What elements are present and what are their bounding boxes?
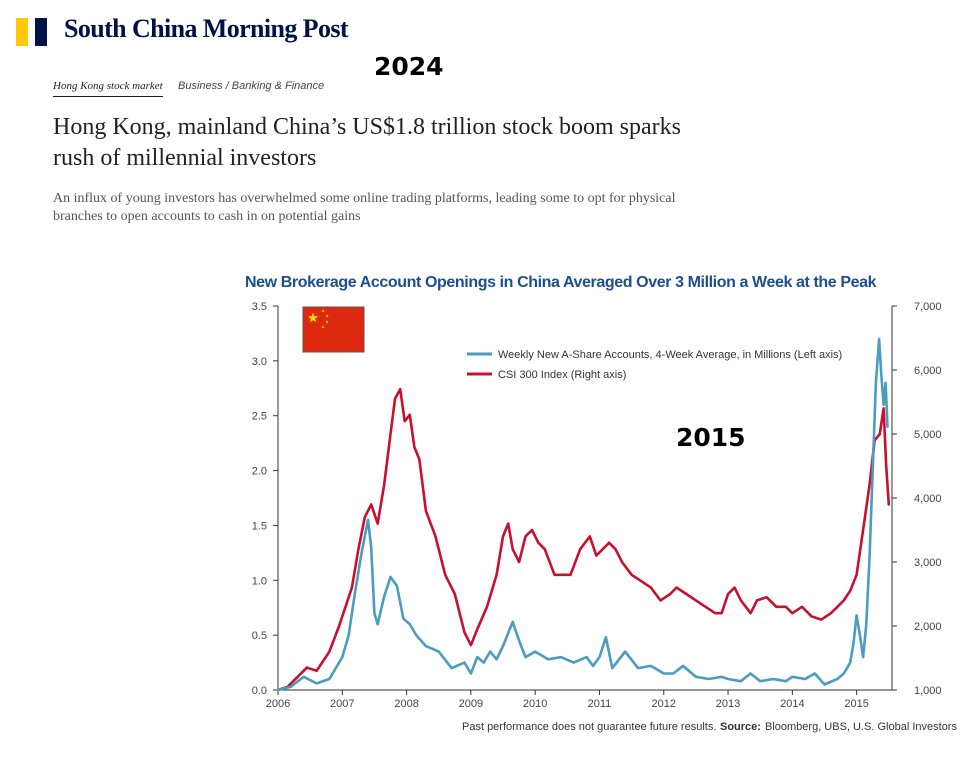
left-tick-label: 0.5 [252, 630, 267, 642]
right-tick-label: 6,000 [914, 365, 942, 377]
chart-axes [277, 306, 893, 691]
chart-source-text: Bloomberg, UBS, U.S. Global Investors [765, 721, 957, 733]
x-tick-label: 2008 [394, 698, 418, 710]
left-tick-label: 1.0 [252, 575, 267, 587]
right-tick-label: 5,000 [914, 429, 942, 441]
chart-series-group [276, 337, 891, 692]
left-tick-label: 2.0 [252, 466, 267, 478]
brand-logo-yellow-bar [16, 18, 28, 46]
legend-label: CSI 300 Index (Right axis) [498, 369, 626, 381]
x-axis-ticks: 2006 2007 2008 2009 2010 2011 2012 2013 2014 2015 [266, 690, 869, 710]
series-line-accounts [276, 337, 889, 692]
article-topic-tag[interactable]: Hong Kong stock market [53, 80, 163, 97]
year-annotation-2024: 2024 [374, 52, 444, 81]
right-tick-label: 4,000 [914, 493, 942, 505]
x-tick-label: 2006 [266, 698, 290, 710]
flag-star [321, 309, 325, 313]
x-tick-label: 2013 [716, 698, 740, 710]
flag-star [325, 320, 329, 324]
chart-source-label: Source: [720, 721, 761, 733]
right-tick-label: 7,000 [914, 301, 942, 313]
article-headline: Hong Kong, mainland China’s US$1.8 trill… [53, 114, 681, 171]
x-tick-label: 2010 [523, 698, 547, 710]
year-annotation-2015: 2015 [676, 423, 746, 452]
brand-logo-navy-bar [35, 18, 47, 46]
left-tick-label: 3.0 [252, 356, 267, 368]
left-tick-label: 1.5 [252, 520, 267, 532]
flag-star [307, 312, 319, 323]
article-summary: An influx of young investors has overwhe… [53, 191, 676, 224]
x-tick-label: 2014 [780, 698, 804, 710]
flag-star [321, 325, 325, 329]
series-line-csi300 [276, 387, 891, 692]
x-tick-label: 2012 [652, 698, 676, 710]
x-tick-label: 2009 [459, 698, 483, 710]
left-tick-label: 2.5 [252, 411, 267, 423]
left-tick-label: 3.5 [252, 301, 267, 313]
chart-footnote: Past performance does not guarantee futu… [462, 721, 717, 733]
left-tick-label: 0.0 [252, 685, 267, 697]
chart-title: New Brokerage Account Openings in China … [245, 274, 877, 291]
x-tick-label: 2015 [844, 698, 868, 710]
flag-field [302, 306, 365, 353]
right-tick-label: 1,000 [914, 685, 942, 697]
china-flag-icon [302, 306, 365, 353]
right-tick-label: 2,000 [914, 621, 942, 633]
left-axis-ticks: 0.0 0.5 1.0 1.5 2.0 2.5 3.0 3.5 [252, 301, 278, 697]
right-axis-ticks: 1,000 2,000 3,000 4,000 5,000 6,000 7,000 [892, 301, 942, 697]
flag-star [325, 314, 329, 318]
x-tick-label: 2011 [588, 698, 612, 710]
chart-legend: Weekly New A-Share Accounts, 4-Week Aver… [467, 349, 842, 381]
right-tick-label: 3,000 [914, 557, 942, 569]
x-tick-label: 2007 [330, 698, 354, 710]
brand-name[interactable]: South China Morning Post [64, 14, 349, 43]
article-section-breadcrumb[interactable]: Business / Banking & Finance [178, 80, 325, 92]
legend-label: Weekly New A-Share Accounts, 4-Week Aver… [498, 349, 842, 361]
